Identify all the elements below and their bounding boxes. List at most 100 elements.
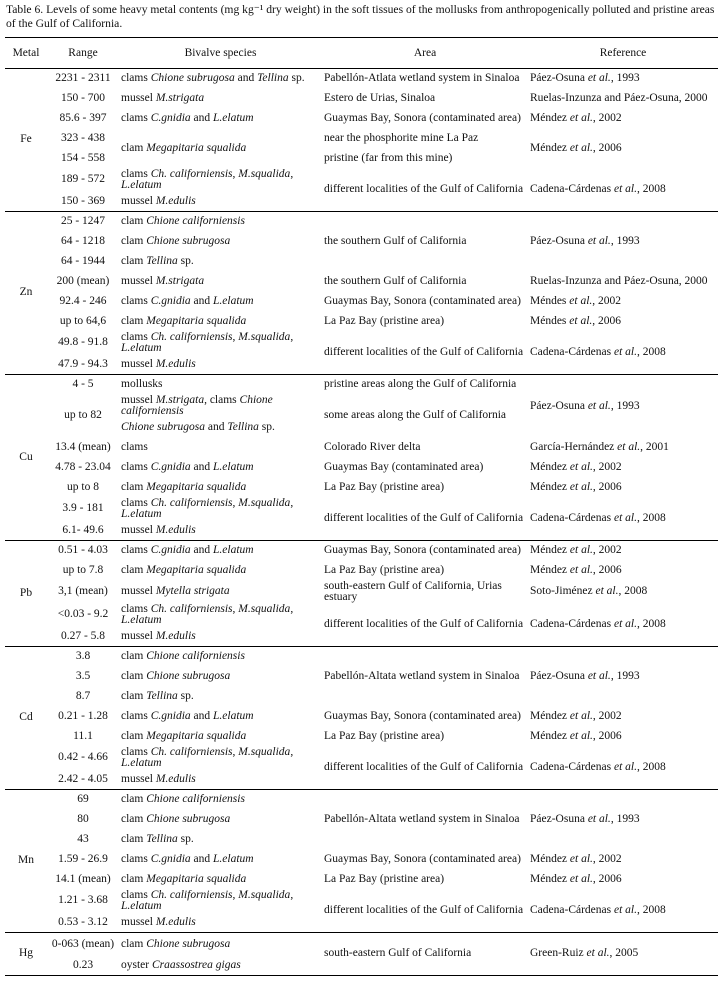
table-row: 1.59 - 26.9 clams C.gnidia and L.elatum Gu…	[5, 850, 718, 870]
table-row: 150 - 700 mussel M.strigata Estero de Uria…	[5, 89, 718, 109]
table-row: 4.78 - 23.04 clams C.gnidia and L.elatum G…	[5, 458, 718, 478]
species-cell: clam Chione subrugosa	[121, 937, 231, 950]
range-cell: 0.42 - 4.66	[58, 751, 108, 764]
metal-group-mn: Mn 69 clam Chione californiensis Pabellón-A…	[5, 790, 718, 933]
area-cell: Pabellón-Altata wetland system in Sinalo…	[324, 670, 520, 682]
metal-cell: Cd	[19, 711, 33, 724]
table-row: 85.6 - 397 clams C.gnidia and L.elatum Gua…	[5, 109, 718, 129]
range-cell: 150 - 369	[60, 194, 106, 207]
metal-group-hg: Hg 0-063 (mean) clam Chione subrugosa south…	[5, 933, 718, 976]
table-row: Fe 2231 - 2311 clams Chione subrugosa and …	[5, 69, 718, 145]
range-cell: 3.8	[75, 650, 91, 662]
area-cell: pristine (far from this mine)	[324, 151, 453, 164]
header-reference: Reference	[528, 37, 718, 69]
range-cell: up to 8	[67, 480, 99, 493]
metal-group-cd: Cd 3.8 clam Chione californiensis Pabellón-…	[5, 647, 718, 790]
table-row: 0.23 oyster Craassostrea gigas	[5, 956, 718, 976]
area-cell: Guaymas Bay, Sonora (contaminated area)	[324, 294, 521, 307]
table-row: Hg 0-063 (mean) clam Chione subrugosa south…	[5, 933, 718, 959]
area-cell: Pabellón-Atlata wetland system in Sinalo…	[324, 72, 520, 84]
species-cell: mussel M.edulis	[121, 915, 196, 928]
range-cell: up to 64,6	[59, 314, 107, 327]
table-row: 150 - 369 mussel M.edulis	[5, 192, 718, 212]
table-row: 13.4 (mean) clams Colorado River delta Garc…	[5, 438, 718, 458]
species-cell: mussel M.edulis	[121, 357, 196, 370]
metal-group-zn: Zn 25 - 1247 clam Chione californiensis the…	[5, 212, 718, 375]
table-row: Cd 3.8 clam Chione californiensis Pabellón-…	[5, 647, 718, 723]
area-cell: Guaymas Bay, Sonora (contaminated area)	[324, 852, 521, 865]
range-cell: 1.59 - 26.9	[58, 852, 108, 865]
species-cell: clam Megapitaria squalida	[121, 563, 247, 576]
area-cell: different localities of the Gulf of Cali…	[324, 512, 524, 524]
reference-cell: Cadena-Cárdenas et al., 2008	[530, 183, 666, 195]
area-cell: different localities of the Gulf of Cali…	[324, 618, 524, 630]
reference-cell: Méndes et al., 2002	[530, 294, 622, 307]
range-cell: 4.78 - 23.04	[55, 460, 111, 473]
reference-cell: García-Hernández et al., 2001	[530, 440, 669, 453]
species-cell: mussel Mytella strigata	[121, 585, 230, 598]
range-cell: 3,1 (mean)	[58, 585, 108, 598]
table-row: Cu 4 - 5 mollusks pristine areas along the …	[5, 375, 718, 462]
species-cell: clams	[121, 440, 148, 453]
range-cell: 0.23	[72, 958, 94, 971]
area-cell: La Paz Bay (pristine area)	[324, 563, 445, 576]
species-cell: mussel M.edulis	[121, 523, 196, 536]
area-cell: La Paz Bay (pristine area)	[324, 729, 445, 742]
table-row: 0.27 - 5.8 mussel M.edulis	[5, 627, 718, 647]
range-cell: 11.1	[73, 729, 93, 742]
range-cell: 6.1- 49.6	[62, 523, 104, 536]
range-cell: 47.9 - 94.3	[58, 357, 108, 370]
table-row: 6.1- 49.6 mussel M.edulis	[5, 521, 718, 541]
header-species: Bivalve species	[119, 37, 322, 69]
table-row: 43 clam Tellina sp.	[5, 830, 718, 850]
species-cell: clam Tellina sp.	[121, 689, 194, 702]
table-row: up to 82 mussel M.strigata, clams Chione …	[5, 394, 718, 421]
species-cell: mussel M.edulis	[121, 772, 196, 785]
area-cell: La Paz Bay (pristine area)	[324, 314, 445, 327]
area-cell: different localities of the Gulf of Cali…	[324, 346, 524, 358]
species-cell: mollusks	[121, 378, 163, 390]
table-row: 189 - 572 clams Ch. californiensis, M.squ…	[5, 168, 718, 195]
species-cell: clams C.gnidia and L.elatum	[121, 460, 254, 473]
range-cell: 2.42 - 4.05	[58, 772, 108, 785]
area-cell: different localities of the Gulf of Cali…	[324, 904, 524, 916]
table-row: 64 - 1218 clam Chione subrugosa	[5, 232, 718, 252]
range-cell: 14.1 (mean)	[55, 872, 111, 885]
table-row: <0.03 - 9.2 clams Ch. californiensis, M.s…	[5, 603, 718, 630]
area-cell: south-eastern Gulf of California	[324, 947, 472, 960]
species-cell: clam Tellina sp.	[121, 254, 194, 267]
species-cell: clams Ch. californiensis, M.squalida, L.…	[121, 888, 294, 912]
species-cell: clams Ch. californiensis, M.squalida, L.…	[121, 496, 294, 520]
table-row: 0.21 - 1.28 clams C.gnidia and L.elatum Gu…	[5, 707, 718, 727]
table-row: 0.42 - 4.66 clams Ch. californiensis, M.s…	[5, 745, 718, 773]
species-cell: oyster Craassostrea gigas	[121, 958, 241, 971]
species-cell: mussel M.strigata	[121, 274, 205, 287]
reference-cell: Méndez et al., 2002	[530, 709, 622, 722]
reference-cell: Páez-Osuna et al., 1993	[530, 813, 640, 825]
table-row: 154 - 558 pristine (far from this mine)	[5, 149, 718, 169]
range-cell: up to 7.8	[62, 563, 104, 576]
table-header: Metal Range Bivalve species Area Referen…	[5, 37, 718, 69]
metal-cell: Fe	[20, 133, 32, 146]
metal-cell: Hg	[18, 947, 34, 960]
area-cell: Estero de Urias, Sinaloa	[324, 91, 436, 104]
table-row: up to 64,6 clam Megapitaria squalida La Pa…	[5, 312, 718, 332]
species-cell: clams Ch. californiensis, M.squalida, L.…	[121, 745, 294, 769]
reference-cell: Ruelas-Inzunza and Páez-Osuna, 2000	[530, 91, 708, 104]
reference-cell: Cadena-Cárdenas et al., 2008	[530, 761, 666, 773]
species-cell: clam Chione subrugosa	[121, 669, 231, 682]
reference-cell: Méndez et al., 2002	[530, 460, 622, 473]
range-cell: 189 - 572	[60, 173, 106, 186]
table-row: 3,1 (mean) mussel Mytella strigata south-e…	[5, 580, 718, 604]
area-cell: different localities of the Gulf of Cali…	[324, 761, 524, 773]
area-cell: the southern Gulf of California	[324, 274, 467, 287]
area-cell: Guaymas Bay, Sonora (contaminated area)	[324, 111, 521, 124]
range-cell: 49.8 - 91.8	[58, 336, 108, 349]
area-cell: Guaymas Bay, Sonora (contaminated area)	[324, 709, 521, 722]
reference-cell: Páez-Osuna et al., 1993	[530, 670, 640, 682]
table-row: 3.5 clam Chione subrugosa	[5, 667, 718, 687]
reference-cell: Méndez et al., 2002	[530, 111, 622, 124]
table-row: 14.1 (mean) clam Megapitaria squalida La P…	[5, 870, 718, 890]
metal-cell: Cu	[19, 450, 33, 463]
reference-cell: Méndez et al., 2006	[530, 729, 622, 742]
